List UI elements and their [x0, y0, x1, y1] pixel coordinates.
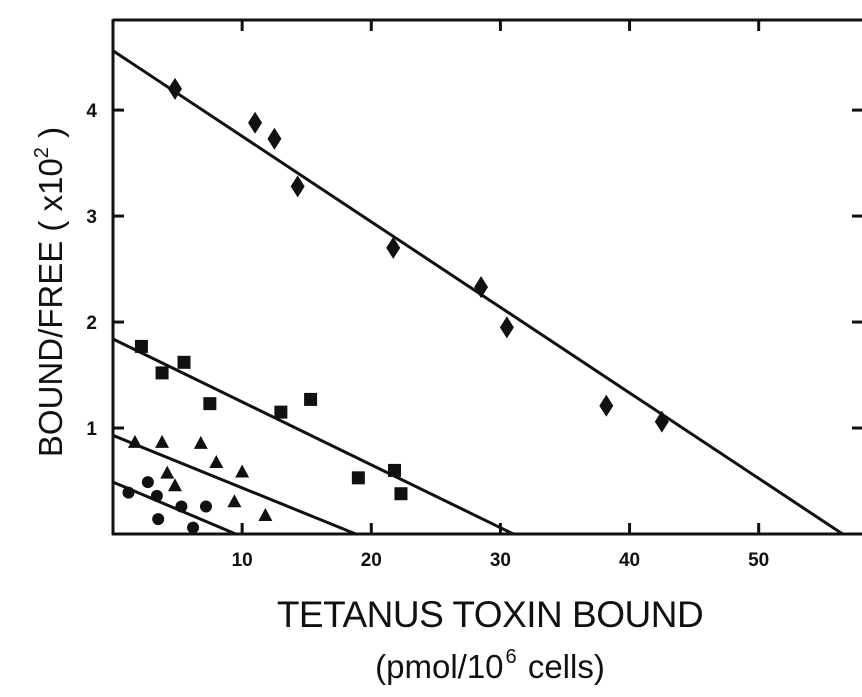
plot-frame — [111, 18, 862, 536]
x-tick-label: 40 — [619, 550, 640, 571]
x-axis-title: TETANUS TOXIN BOUND — [276, 594, 704, 635]
triangle-point — [160, 465, 175, 479]
diamond-point — [248, 111, 263, 134]
circle-point — [150, 489, 163, 502]
diamond-point — [474, 276, 489, 299]
square-point — [388, 463, 402, 477]
data-marks — [122, 77, 669, 534]
diamond-point — [654, 410, 669, 433]
square-point — [177, 355, 191, 369]
x-units-exponent: 6 — [505, 646, 517, 668]
x-axis-units: (pmol/10 6 cells) — [190, 646, 790, 686]
y-ticks: 1 2 3 4 — [86, 101, 862, 440]
diamond-point — [599, 394, 614, 417]
triangle-point — [193, 435, 208, 449]
y-axis-title: BOUND/FREE ( x102 ) — [31, 32, 70, 552]
circle-point — [187, 521, 200, 534]
x-tick-label: 30 — [490, 550, 511, 571]
diamond-point — [167, 77, 182, 100]
x-units-suffix: cells) — [518, 648, 605, 685]
y-tick-label: 3 — [86, 207, 97, 228]
y-tick-label: 4 — [86, 101, 97, 122]
fit-line-triangle — [112, 434, 357, 536]
square-point — [203, 397, 217, 411]
triangle-point — [127, 434, 142, 448]
y-title-suffix: ) — [32, 126, 69, 148]
y-title-prefix: BOUND/FREE ( x10 — [32, 158, 69, 458]
triangle-point — [235, 464, 250, 478]
diamond-point — [267, 127, 282, 150]
triangle-point — [258, 507, 273, 521]
diamond-point — [386, 236, 401, 259]
x-units-prefix: (pmol/10 — [375, 648, 504, 685]
fit-line-square — [112, 337, 514, 536]
triangle-point — [227, 494, 242, 508]
y-tick-label: 1 — [86, 419, 97, 440]
square-point — [394, 487, 408, 501]
circle-point — [122, 486, 135, 499]
square-point — [274, 405, 288, 419]
x-tick-label: 20 — [361, 550, 382, 571]
y-tick-label: 2 — [86, 313, 97, 334]
triangle-point — [209, 454, 224, 468]
square-point — [134, 339, 148, 353]
square-point — [304, 392, 318, 406]
diamond-point — [290, 175, 305, 198]
y-title-exponent: 2 — [31, 147, 53, 159]
x-ticks: 10 20 30 40 50 — [232, 20, 769, 571]
square-point — [351, 471, 365, 485]
square-point — [155, 366, 169, 380]
triangle-point — [155, 434, 170, 448]
circle-point — [141, 476, 154, 489]
circle-point — [199, 500, 212, 513]
triangle-point — [167, 478, 182, 492]
x-tick-label: 50 — [748, 550, 769, 571]
x-tick-label: 10 — [232, 550, 253, 571]
circle-point — [152, 513, 165, 526]
diamond-point — [499, 316, 514, 339]
circle-point — [175, 500, 188, 513]
